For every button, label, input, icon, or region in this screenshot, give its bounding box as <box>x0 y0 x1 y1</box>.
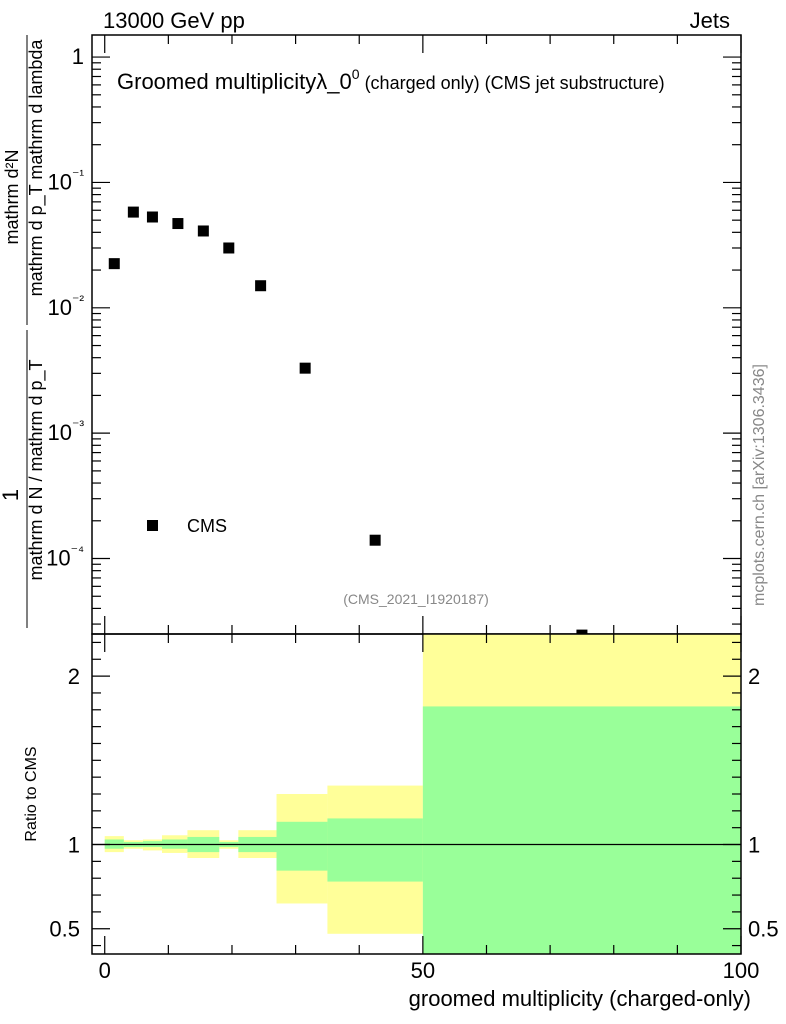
legend-marker <box>147 520 158 531</box>
x-tick-label: 0 <box>99 958 111 983</box>
ratio-y-tick-label-right: 2 <box>748 664 760 689</box>
data-point <box>369 534 381 546</box>
data-point <box>108 258 120 270</box>
data-point <box>255 280 267 292</box>
main-plot-frame <box>91 34 742 635</box>
data-point <box>146 211 158 223</box>
y-label-numerator: mathrm d²N <box>2 149 22 244</box>
legend-label: CMS <box>187 516 227 536</box>
ratio-y-tick-label-right: 1 <box>748 833 760 858</box>
x-tick-label: 50 <box>411 958 435 983</box>
energy-label: 13000 GeV pp <box>103 8 245 33</box>
plot-title-main: Groomed multiplicity <box>117 69 316 94</box>
y-label-one: 1 <box>0 489 23 501</box>
main-y-axis-label: 1 mathrm d N / mathrm d p_T mathrm d²N m… <box>0 35 47 628</box>
y-tick-label: 1 <box>72 44 84 69</box>
data-point <box>127 206 139 218</box>
inner-band-bin <box>422 706 741 954</box>
main-y-tick-labels: 1 10⁻¹ 10⁻² 10⁻³ 10⁻⁴ <box>46 44 84 570</box>
y-tick-label: 10⁻² <box>47 292 84 320</box>
data-point <box>172 218 184 230</box>
data-point <box>223 242 235 254</box>
plot-title-sup: 0 <box>352 66 360 82</box>
y-tick-label: 10⁻³ <box>47 417 84 445</box>
y-tick-label: 10⁻¹ <box>47 166 84 194</box>
analysis-tag: (CMS_2021_I1920187) <box>343 591 489 607</box>
inner-band-bin <box>327 818 423 882</box>
main-y-ticks <box>92 56 741 625</box>
watermark: mcplots.cern.ch [arXiv:1306.3436] <box>751 364 768 606</box>
y-label-prefactor: mathrm d N / mathrm d p_T <box>26 359 47 580</box>
x-axis-label: groomed multiplicity (charged-only) <box>409 986 751 1011</box>
ratio-y-tick-label-left: 1 <box>68 833 80 858</box>
process-label: Jets <box>690 8 730 33</box>
cms-data-points <box>108 206 588 641</box>
ratio-y-tick-label-left: 2 <box>68 664 80 689</box>
y-tick-label: 10⁻⁴ <box>46 543 84 571</box>
ratio-ticks <box>92 35 742 954</box>
plot-title-lambda: λ_0 <box>316 69 351 94</box>
ratio-bands <box>104 634 741 954</box>
data-point <box>299 362 311 374</box>
x-tick-label: 100 <box>723 958 760 983</box>
plot-title-rest: (charged only) (CMS jet substructure) <box>360 73 665 93</box>
y-label-denominator: mathrm d p_T mathrm d lambda <box>26 39 47 297</box>
ratio-tick-labels: 0.5 0.5 1 1 2 2 0 50 100 <box>49 664 778 983</box>
inner-band-bin <box>276 821 328 871</box>
ratio-y-tick-label-left: 0.5 <box>49 917 80 942</box>
plot-title: Groomed multiplicityλ_00 (charged only) … <box>117 66 665 94</box>
ratio-y-tick-label-right: 0.5 <box>748 917 779 942</box>
data-point <box>197 225 209 237</box>
ratio-y-label: Ratio to CMS <box>23 746 40 841</box>
